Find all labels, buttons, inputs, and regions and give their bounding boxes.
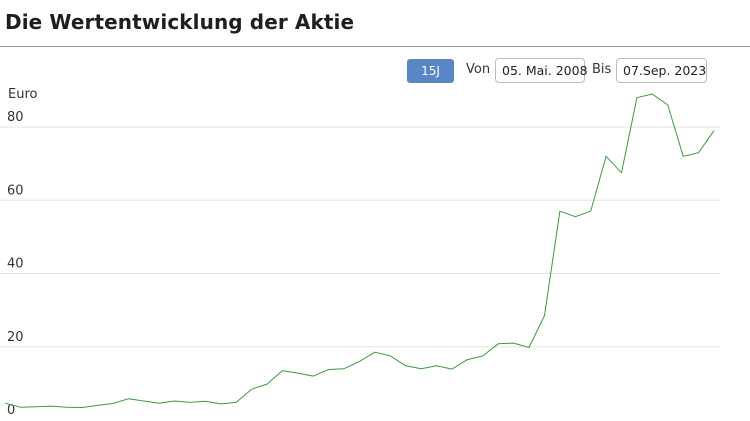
to-date-input[interactable]: 07.Sep. 2023 [616, 58, 707, 83]
y-tick-label: 40 [7, 257, 24, 272]
from-label: Von [466, 62, 491, 77]
page-title: Die Wertentwicklung der Aktie [5, 10, 355, 34]
range-15y-button[interactable]: 15J [407, 59, 454, 83]
y-tick-label: 20 [7, 330, 24, 345]
price-series-line [4, 93, 715, 408]
title-divider [0, 46, 750, 47]
from-date-input[interactable]: 05. Mai. 2008 [495, 58, 588, 83]
y-tick-label: 0 [7, 403, 15, 418]
y-tick-label: 60 [7, 183, 24, 198]
to-label: Bis [592, 62, 612, 77]
y-tick-label: 80 [7, 110, 24, 125]
y-axis-label: Euro [8, 87, 38, 102]
